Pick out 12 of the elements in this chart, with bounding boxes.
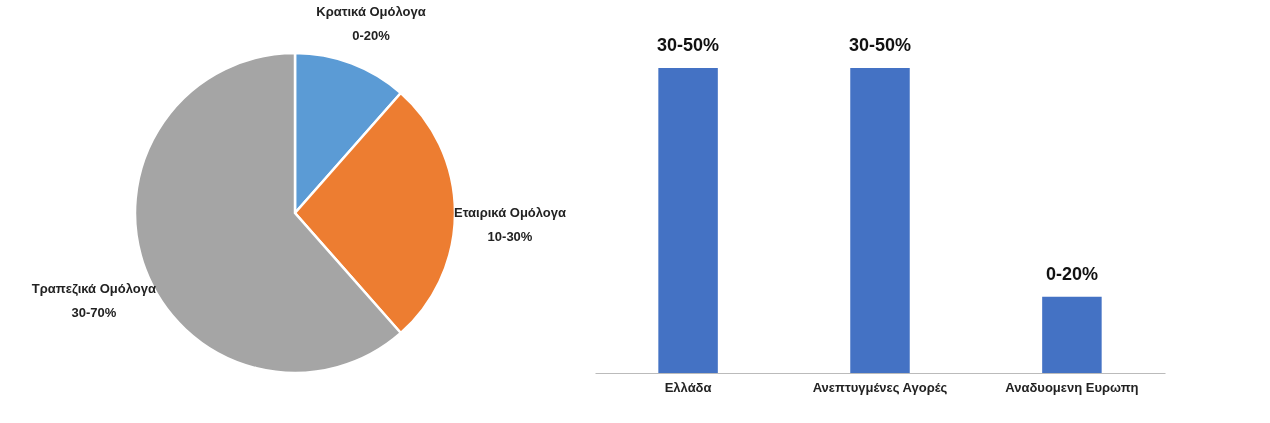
text: 30-70% — [71, 305, 117, 320]
text: 10-30% — [487, 229, 533, 244]
slice-label: Κρατικά Ομόλογα — [316, 3, 426, 19]
x-tick-label: Ανεπτυγμένες Αγορές — [812, 379, 948, 395]
x-tick-label: Ελλάδα — [664, 379, 712, 395]
slice-label: Τραπεζικά Ομόλογα — [31, 281, 156, 296]
annotation: 30-50% — [657, 34, 720, 55]
annotation: 0-20% — [1045, 263, 1098, 284]
annotation: 30-50% — [848, 34, 912, 55]
x-tick-label: Αναδυομενη Ευρωπη — [1005, 379, 1139, 395]
text: 0-20% — [352, 27, 390, 43]
slice-label: Εταιρικά Ομόλογα — [453, 205, 567, 220]
